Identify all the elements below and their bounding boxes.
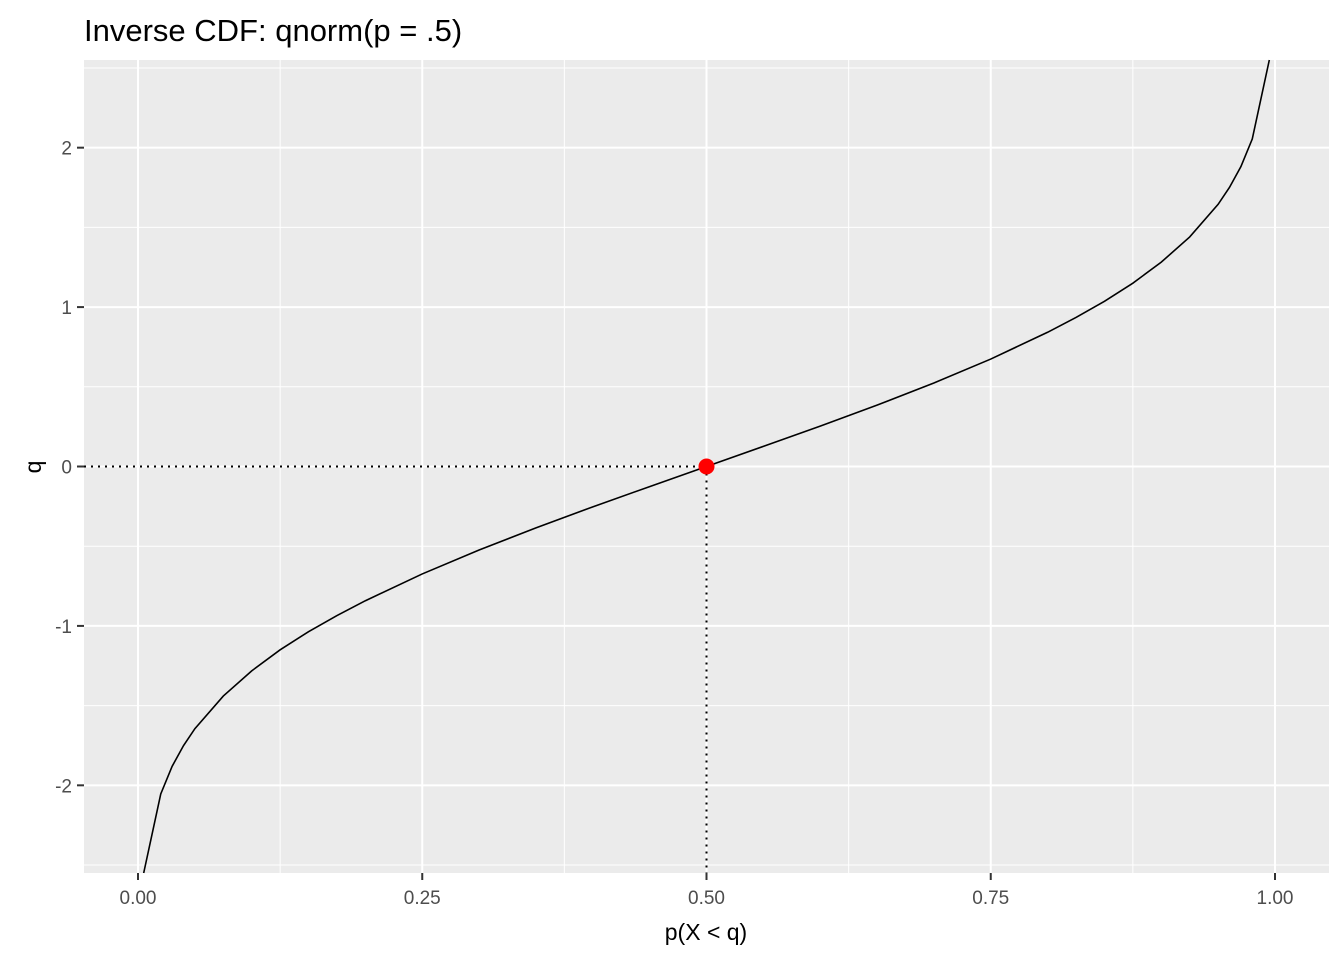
y-tick-label: -2 bbox=[55, 776, 72, 797]
x-axis: 0.00 0.25 0.50 0.75 1.00 bbox=[120, 873, 1294, 909]
chart-title: Inverse CDF: qnorm(p = .5) bbox=[84, 13, 462, 48]
y-tick-label: 0 bbox=[61, 458, 72, 479]
highlight-point bbox=[698, 458, 715, 475]
y-tick-label: 2 bbox=[61, 139, 72, 160]
x-tick-label: 1.00 bbox=[1257, 888, 1294, 909]
x-axis-title: p(X < q) bbox=[665, 919, 747, 945]
y-axis: -2 -1 0 1 2 bbox=[55, 139, 84, 797]
reference-lines bbox=[84, 465, 708, 873]
y-tick-label: -1 bbox=[55, 617, 72, 638]
x-tick-label: 0.00 bbox=[120, 888, 157, 909]
y-tick-label: 1 bbox=[61, 298, 72, 319]
x-tick-label: 0.50 bbox=[688, 888, 725, 909]
x-tick-label: 0.75 bbox=[972, 888, 1009, 909]
major-gridlines bbox=[84, 60, 1329, 873]
x-tick-label: 0.25 bbox=[404, 888, 441, 909]
y-axis-title: q bbox=[20, 461, 46, 474]
